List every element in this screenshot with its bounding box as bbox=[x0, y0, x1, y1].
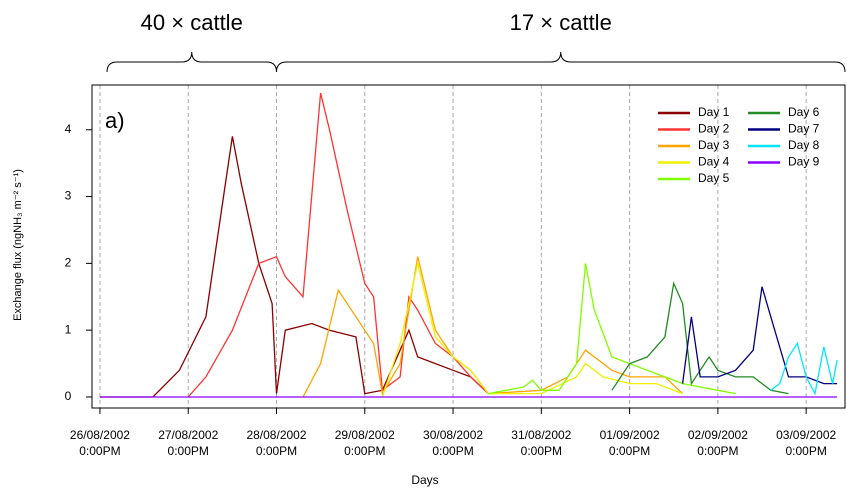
x-tick-label: 02/09/2002 bbox=[688, 428, 748, 442]
series-line bbox=[681, 286, 838, 385]
x-tick-label: 0:00PM bbox=[256, 444, 297, 458]
legend-label: Day 8 bbox=[788, 138, 820, 152]
x-tick-label: 0:00PM bbox=[168, 444, 209, 458]
x-tick-label: 0:00PM bbox=[432, 444, 473, 458]
x-tick-label: 26/08/2002 bbox=[70, 428, 130, 442]
series-line bbox=[611, 281, 789, 395]
legend-label: Day 9 bbox=[788, 155, 820, 169]
x-tick-label: 28/08/2002 bbox=[246, 428, 306, 442]
x-tick-label: 31/08/2002 bbox=[511, 428, 571, 442]
x-tick-label: 0:00PM bbox=[697, 444, 738, 458]
legend-label: Day 2 bbox=[698, 122, 730, 136]
annotation-brace bbox=[106, 51, 277, 73]
x-tick-label: 0:00PM bbox=[785, 444, 826, 458]
y-tick-label: 3 bbox=[65, 189, 72, 203]
y-tick-label: 0 bbox=[65, 389, 72, 403]
x-tick-label: 30/08/2002 bbox=[423, 428, 483, 442]
series-line bbox=[99, 136, 489, 398]
x-tick-label: 29/08/2002 bbox=[335, 428, 395, 442]
legend-label: Day 6 bbox=[788, 105, 820, 119]
x-tick-label: 0:00PM bbox=[79, 444, 120, 458]
x-tick-label: 0:00PM bbox=[609, 444, 650, 458]
x-tick-label: 0:00PM bbox=[344, 444, 385, 458]
series-line bbox=[187, 92, 489, 398]
x-tick-label: 01/09/2002 bbox=[600, 428, 660, 442]
legend-label: Day 7 bbox=[788, 122, 820, 136]
annotation-label: 40 × cattle bbox=[141, 10, 243, 35]
x-tick-label: 03/09/2002 bbox=[776, 428, 836, 442]
legend-label: Day 1 bbox=[698, 105, 730, 119]
series-line bbox=[381, 263, 683, 398]
y-tick-label: 1 bbox=[65, 322, 72, 336]
series-line bbox=[302, 256, 684, 398]
x-tick-label: 0:00PM bbox=[521, 444, 562, 458]
legend-label: Day 5 bbox=[698, 171, 730, 185]
y-tick-label: 2 bbox=[65, 256, 72, 270]
x-tick-label: 27/08/2002 bbox=[158, 428, 218, 442]
y-tick-label: 4 bbox=[65, 122, 72, 136]
plot-frame bbox=[91, 84, 846, 409]
series-line bbox=[488, 263, 736, 395]
legend-label: Day 4 bbox=[698, 155, 730, 169]
annotation-brace bbox=[275, 51, 846, 73]
panel-label: a) bbox=[105, 108, 125, 133]
y-axis-label: Exchange flux (ngNH₃ m⁻² s⁻¹) bbox=[12, 169, 24, 321]
legend-label: Day 3 bbox=[698, 138, 730, 152]
x-axis-label: Days bbox=[411, 473, 438, 487]
series-line bbox=[770, 341, 838, 396]
annotation-label: 17 × cattle bbox=[510, 10, 612, 35]
